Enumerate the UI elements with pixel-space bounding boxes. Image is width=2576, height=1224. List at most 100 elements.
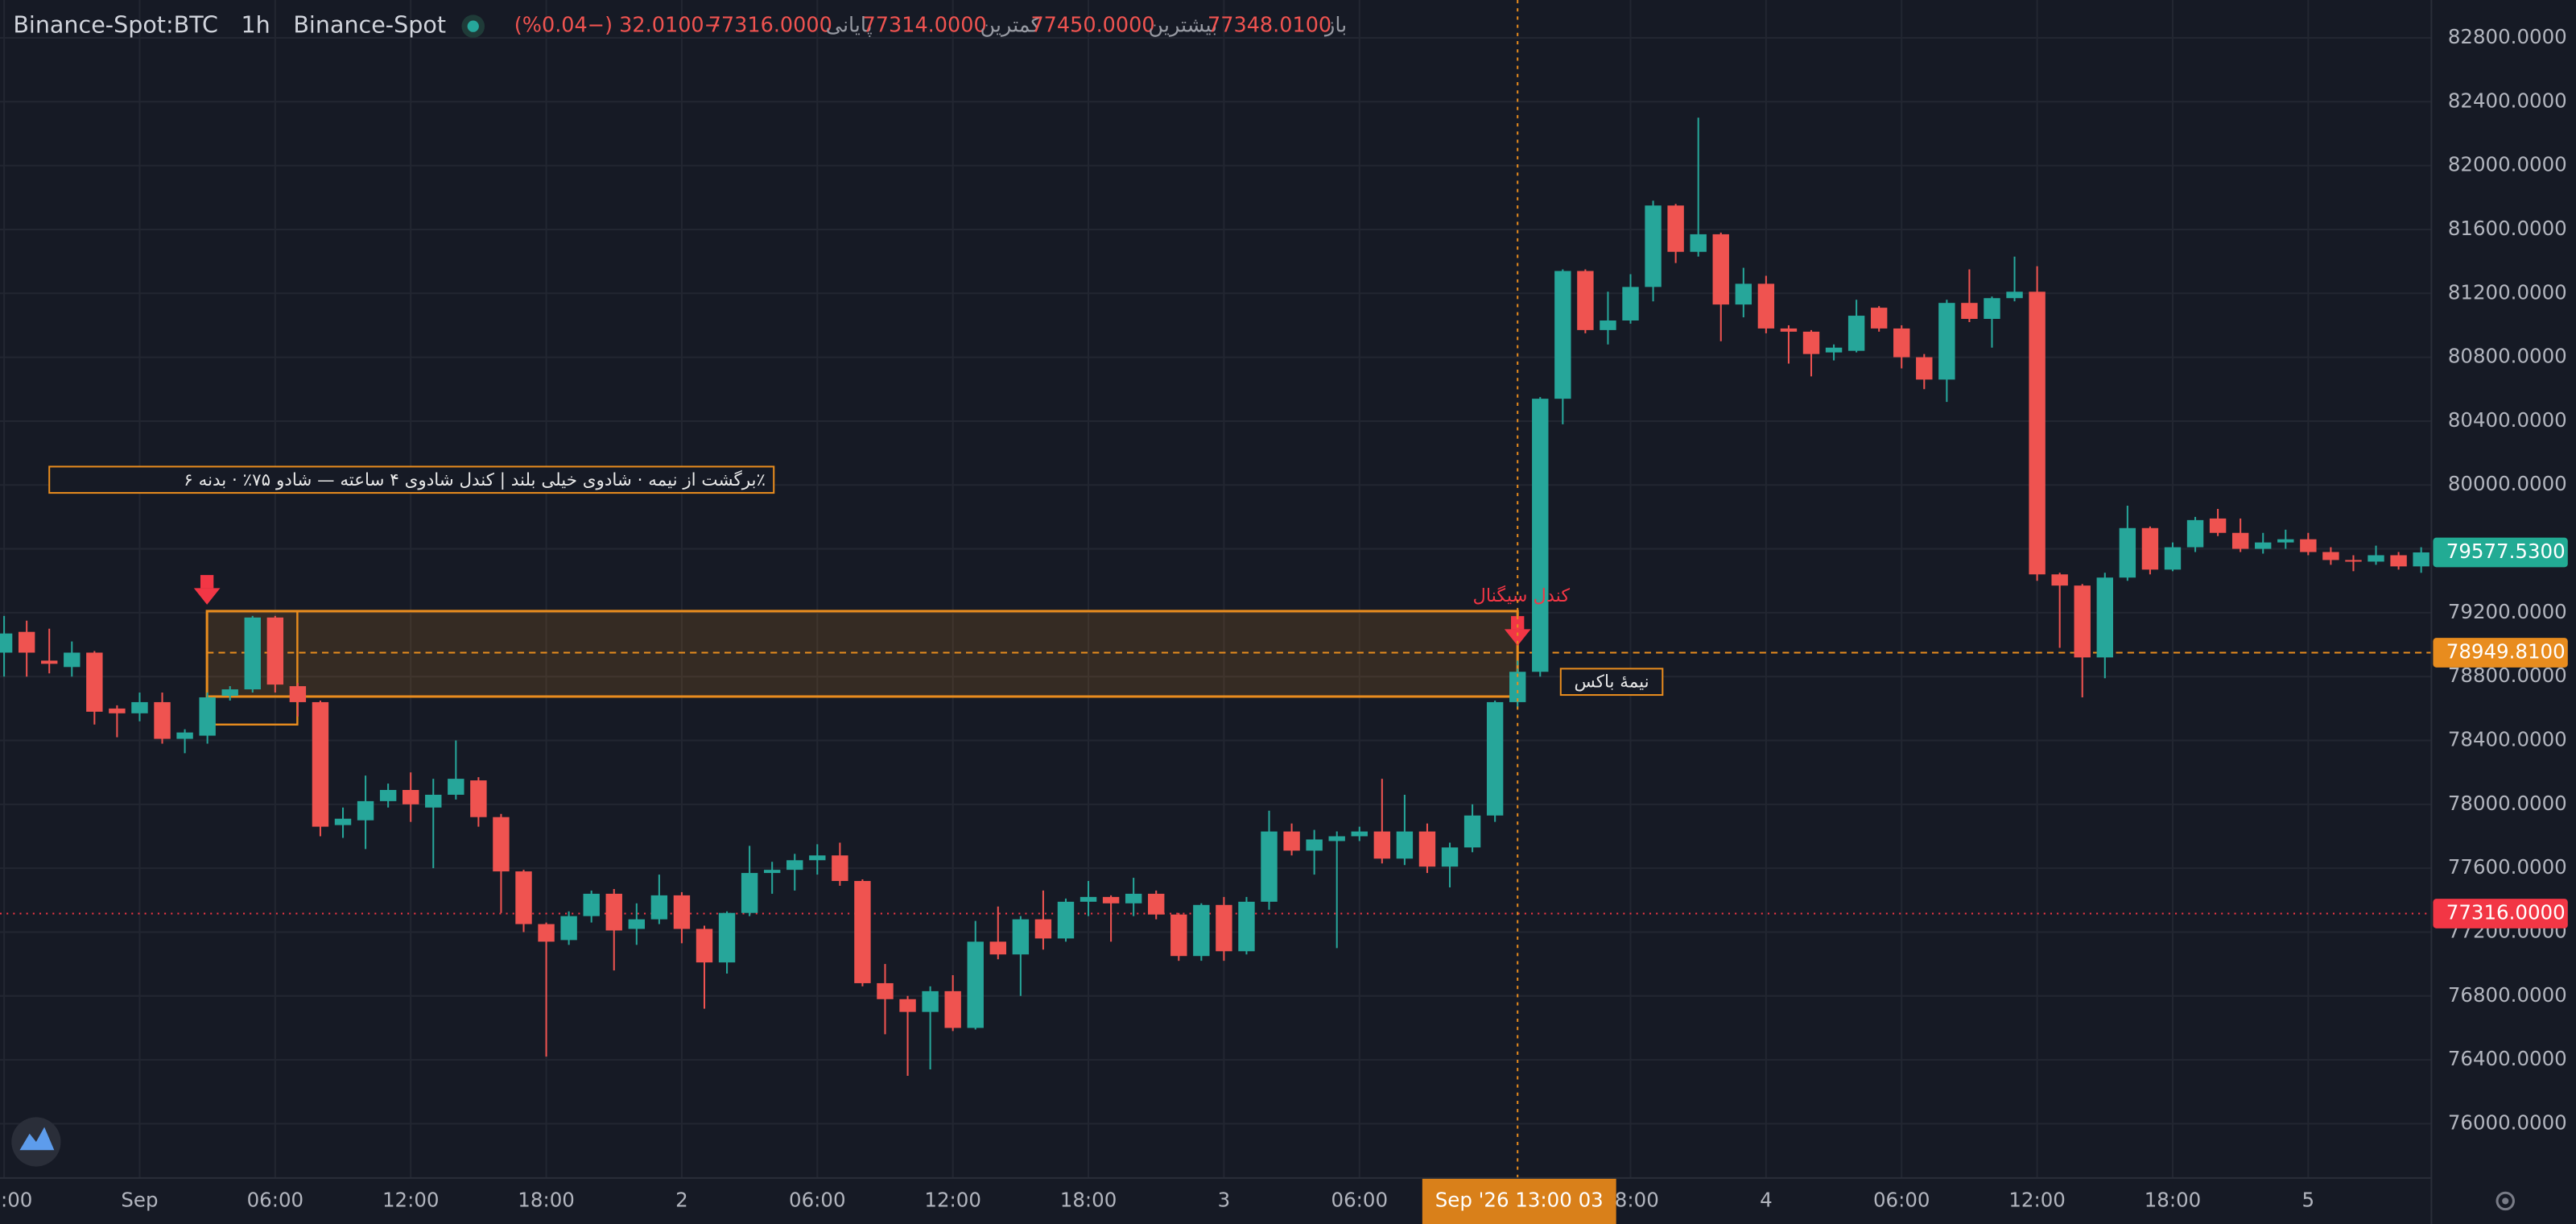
legend-label: بیشترین xyxy=(1148,14,1217,38)
candle-body xyxy=(1125,893,1142,904)
candle-body xyxy=(1780,328,1798,332)
annotation: ٪برگشت از نیمه · شادوی خیلی بلند | کندل … xyxy=(184,469,766,490)
candle-body xyxy=(131,701,148,713)
candle-body xyxy=(832,855,848,882)
candle-body xyxy=(989,941,1006,955)
candle-body xyxy=(2322,552,2339,560)
interval: 1h xyxy=(241,11,270,39)
candle-body xyxy=(2164,547,2182,570)
candle-body xyxy=(1984,298,2000,320)
candle-body xyxy=(86,652,103,712)
candle-body xyxy=(1148,893,1165,915)
price-tag xyxy=(2433,638,2568,668)
candle-body xyxy=(650,895,668,920)
price-tag-label: 77316.0000 xyxy=(2446,900,2566,924)
candle-body xyxy=(154,701,171,739)
candle-body xyxy=(289,686,307,702)
candle-body xyxy=(1057,901,1075,939)
candle-body xyxy=(1600,320,1616,330)
candle-body xyxy=(1712,234,1729,305)
mid-label: نیمهٔ باکس xyxy=(1575,672,1649,693)
candle-body xyxy=(1916,357,1933,380)
x-tick-label: 5 xyxy=(2302,1188,2315,1211)
x-tick-label: 06:00 xyxy=(1331,1188,1389,1211)
change: −32.0100 (−0.04%) xyxy=(514,14,721,38)
candle-body xyxy=(967,941,984,1028)
candle-body xyxy=(379,789,397,801)
legend-label: باز xyxy=(1323,14,1347,38)
candle-body xyxy=(1261,831,1278,902)
candle-body xyxy=(493,817,510,872)
y-tick-label: 78000.0000 xyxy=(2448,792,2567,815)
candle-body xyxy=(2413,552,2429,567)
y-tick-label: 76400.0000 xyxy=(2448,1047,2567,1070)
y-tick-label: 76000.0000 xyxy=(2448,1110,2567,1134)
y-tick-label: 79200.0000 xyxy=(2448,600,2567,623)
candle-body xyxy=(1690,234,1707,252)
candle-body xyxy=(2368,555,2384,562)
candle-body xyxy=(1328,836,1345,842)
price-tag-label: 79577.5300 xyxy=(2446,540,2566,563)
candle-body xyxy=(312,701,329,827)
ohlc-legend: باز77348.0100بیشترین77450.0000کمترین7731… xyxy=(514,14,1347,38)
candle-body xyxy=(2096,577,2113,658)
candle-body xyxy=(673,895,691,929)
candle-body xyxy=(1645,205,1662,287)
x-tick-label: 06:00 xyxy=(789,1188,846,1211)
signal-label: کندل سیگنال xyxy=(1473,585,1571,606)
x-tick-label: 18:00 xyxy=(1060,1188,1117,1211)
candle-body xyxy=(0,633,13,653)
candle-body xyxy=(1622,287,1639,320)
candle-body xyxy=(1870,308,1888,329)
legend-label: پایانی xyxy=(826,14,873,38)
x-tick-label: 06:00 xyxy=(247,1188,304,1211)
candle-body xyxy=(538,924,555,942)
annotation-box xyxy=(48,465,775,494)
x-tick-label: 12:00 xyxy=(382,1188,440,1211)
candle-body xyxy=(244,617,261,690)
candle-body xyxy=(1193,904,1210,957)
candle-body xyxy=(1735,283,1752,305)
candle-body xyxy=(221,689,238,697)
candle-body xyxy=(2345,560,2362,562)
candle-body xyxy=(1306,839,1323,851)
candle-body xyxy=(560,916,577,941)
header: Binance-Spot:BTC 1h Binance-Spot xyxy=(13,11,446,39)
candle-body xyxy=(1216,904,1232,952)
candle-body xyxy=(2074,585,2091,658)
candle-body xyxy=(1396,831,1414,859)
crosshair-label-box xyxy=(1422,1177,1616,1224)
zone-box xyxy=(205,610,1519,698)
candle-body xyxy=(1012,919,1030,955)
candle-body xyxy=(854,881,871,983)
candle-body xyxy=(605,893,622,931)
candle-body xyxy=(1463,815,1481,848)
exchange: Binance-Spot xyxy=(293,11,446,39)
candle-body xyxy=(899,999,916,1012)
candle-body xyxy=(583,893,600,916)
grid xyxy=(0,0,2432,1178)
candle-body xyxy=(1532,399,1549,672)
candle-body xyxy=(741,873,758,913)
x-tick-label: 2 xyxy=(675,1188,688,1211)
candle-body xyxy=(470,780,487,817)
candle-body xyxy=(628,919,646,929)
candle-body xyxy=(922,990,939,1012)
candle-body xyxy=(1825,347,1843,353)
candle-body xyxy=(2141,527,2159,570)
candle-body xyxy=(696,928,713,963)
candle-body xyxy=(2119,527,2136,578)
candle-body xyxy=(1373,831,1391,859)
candle-body xyxy=(763,870,781,874)
candle-body xyxy=(1034,919,1052,939)
x-tick-label: 4 xyxy=(1760,1188,1773,1211)
plot xyxy=(0,118,2432,1076)
signal-arrow xyxy=(200,575,214,589)
candle-body xyxy=(448,779,464,795)
settings-icon[interactable] xyxy=(2496,1191,2515,1211)
candle-body xyxy=(425,794,442,808)
y-tick-label: 80400.0000 xyxy=(2448,408,2567,432)
symbol: Binance-Spot:BTC xyxy=(13,11,218,39)
